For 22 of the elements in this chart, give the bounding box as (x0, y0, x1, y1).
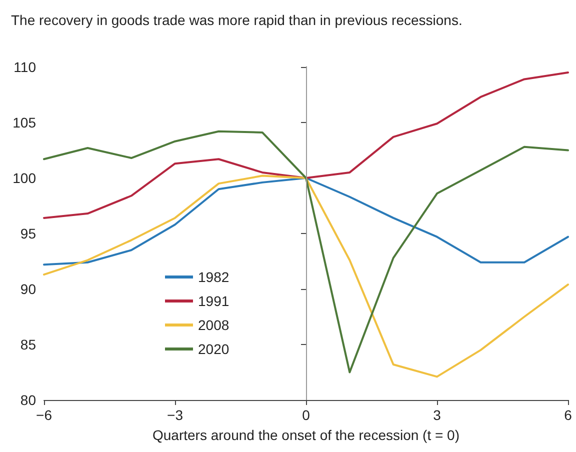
y-tick-label: 105 (12, 114, 36, 130)
x-tick-label: 3 (433, 407, 442, 423)
legend-label: 2008 (198, 317, 230, 333)
line-series (43, 72, 569, 219)
x-axis-title: Quarters around the onset of the recession (t = 0) (152, 427, 460, 443)
x-tick-label: −3 (167, 407, 184, 423)
y-tick-label: 100 (12, 170, 36, 186)
y-tick-label: 95 (20, 226, 36, 242)
legend-label: 1982 (198, 269, 230, 285)
x-tick-label: 6 (564, 407, 572, 423)
line-series (43, 177, 569, 266)
y-tick-label: 80 (20, 392, 36, 408)
x-tick-label: 0 (302, 407, 310, 423)
x-tick-label: −6 (36, 407, 52, 423)
y-tick-label: 90 (20, 281, 36, 297)
y-tick-label: 110 (14, 59, 36, 75)
line-series (43, 130, 569, 374)
y-tick-label: 85 (20, 336, 36, 352)
line-series (43, 174, 569, 378)
legend-label: 1991 (198, 293, 230, 309)
chart-title: The recovery in goods trade was more rapid than in previous recessions. (11, 12, 462, 28)
legend-label: 2020 (198, 341, 230, 357)
